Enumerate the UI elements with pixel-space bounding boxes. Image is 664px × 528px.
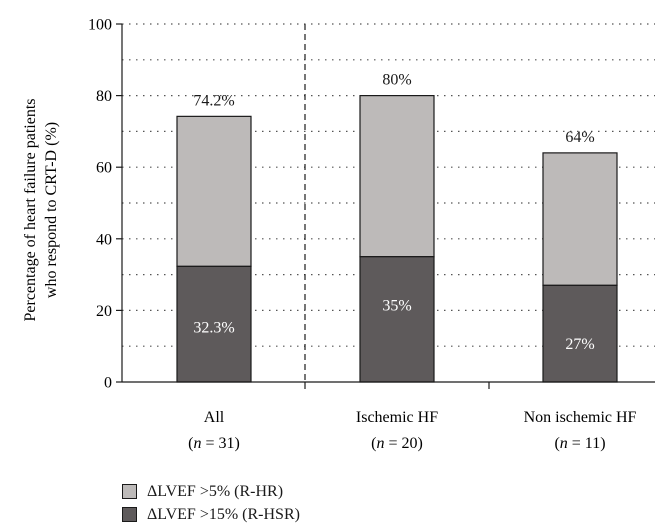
data-label-total: 64% <box>565 129 594 146</box>
bars <box>176 94 618 383</box>
bar-r-hsr <box>542 284 618 383</box>
labels: 0 20 40 60 80 100 74.2% 32.3% All (n = 31) 80% 35% I… <box>88 17 637 453</box>
y-tick-label: 100 <box>88 17 112 34</box>
category-n-label: (n = 31) <box>188 435 240 452</box>
data-label-total: 80% <box>382 72 411 89</box>
data-label-inner: 27% <box>565 336 594 353</box>
y-tick-label: 40 <box>96 231 112 248</box>
legend-label-r-hsr: ΔLVEF >15% (R-HSR) <box>147 505 300 523</box>
y-tick-label: 20 <box>96 303 112 320</box>
category-label: All <box>204 409 225 426</box>
y-tick-label: 0 <box>104 375 112 392</box>
legend-swatch-r-hr <box>122 484 137 499</box>
legend-swatch-r-hsr <box>122 507 137 522</box>
legend-item-r-hr: ΔLVEF >5% (R-HR) <box>122 480 300 503</box>
bar-chart: 0 20 40 60 80 100 74.2% 32.3% All (n = 31) 80% 35% I… <box>22 17 655 453</box>
bar-r-hsr <box>359 256 435 383</box>
legend-label-r-hr: ΔLVEF >5% (R-HR) <box>147 482 284 500</box>
bar-r-hr <box>176 115 252 267</box>
y-tick-label: 60 <box>96 160 112 177</box>
category-label: Non ischemic HF <box>524 409 637 426</box>
bar-r-hr <box>359 94 435 258</box>
category-n-label: (n = 11) <box>554 435 605 452</box>
data-label-total: 74.2% <box>193 92 234 109</box>
legend-item-r-hsr: ΔLVEF >15% (R-HSR) <box>122 503 300 526</box>
legend: ΔLVEF >5% (R-HR) ΔLVEF >15% (R-HSR) <box>122 480 300 526</box>
bar-r-hr <box>542 152 618 286</box>
bar-r-hsr <box>176 265 252 383</box>
category-label: Ischemic HF <box>356 409 438 426</box>
y-tick-label: 80 <box>96 88 112 105</box>
data-label-inner: 32.3% <box>193 319 234 336</box>
data-label-inner: 35% <box>382 298 411 315</box>
category-n-label: (n = 20) <box>371 435 423 452</box>
y-axis-label: Percentage of heart failure patients who … <box>22 99 60 322</box>
axes <box>116 23 655 389</box>
